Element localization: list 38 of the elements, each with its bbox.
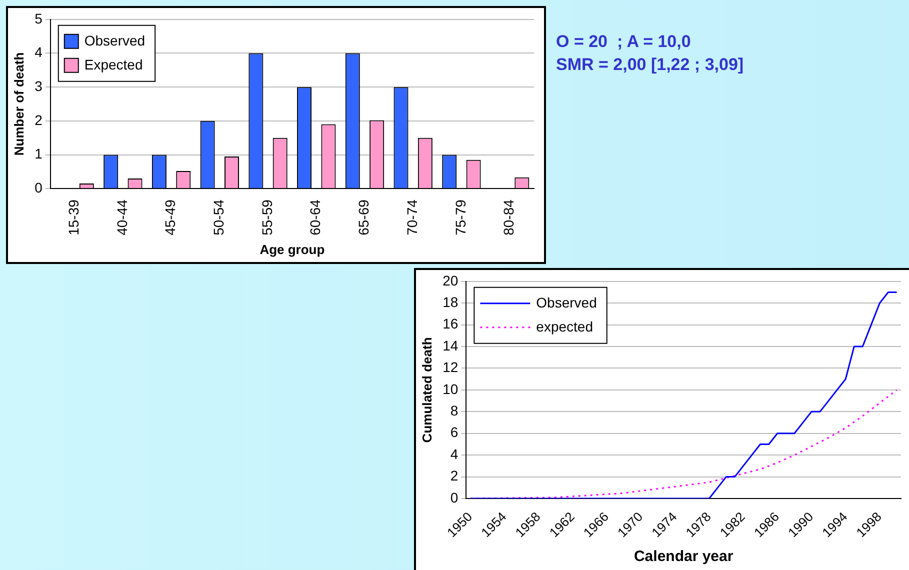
x-tick-label: 45-49 [162, 199, 178, 236]
x-tick-label: 65-69 [356, 199, 372, 236]
y-tick-label: 14 [442, 337, 458, 354]
y-tick-label: 4 [34, 44, 43, 60]
x-tick-label: 40-44 [114, 199, 130, 236]
x-tick-label: 55-59 [258, 199, 275, 236]
y-tick-label: 20 [442, 272, 458, 288]
y-tick-label: 2 [450, 468, 458, 484]
y-tick-label: 1 [34, 146, 43, 162]
y-tick-label: 16 [442, 316, 458, 332]
x-axis-title: Calendar year [634, 548, 734, 566]
line-series [470, 389, 898, 499]
y-axis-title: Number of death [11, 52, 26, 156]
y-tick-label: 2 [34, 112, 43, 128]
legend-label: Expected [84, 56, 143, 72]
x-axis-title: Age group [260, 242, 325, 257]
y-axis-title: Cumulated death [419, 337, 434, 443]
y-tick-label: 8 [450, 402, 458, 419]
y-tick-label: 0 [450, 489, 458, 506]
y-tick-label: 10 [442, 380, 458, 397]
x-tick-label: 80-84 [500, 199, 517, 236]
x-tick-label: 50-54 [210, 199, 227, 236]
legend-label: expected [536, 318, 593, 334]
x-tick-label: 70-74 [404, 199, 420, 236]
x-tick-label: 60-64 [307, 199, 324, 236]
y-tick-label: 5 [34, 10, 43, 26]
legend-label: Observed [84, 32, 146, 48]
text: SMR = 2,00 [1,22 ; 3,09] [556, 54, 744, 76]
y-tick-label: 3 [34, 78, 43, 94]
y-tick-label: 6 [450, 424, 458, 440]
x-tick-label: 15-39 [65, 199, 82, 236]
legend-label: Observed [536, 294, 597, 310]
y-tick-label: 4 [450, 446, 458, 462]
y-tick-label: 18 [442, 294, 458, 310]
text: O = 20 ; A = 10,0 [556, 31, 692, 53]
x-tick-label: 75-79 [452, 199, 468, 236]
y-tick-label: 0 [34, 179, 43, 196]
y-tick-label: 12 [442, 359, 458, 376]
